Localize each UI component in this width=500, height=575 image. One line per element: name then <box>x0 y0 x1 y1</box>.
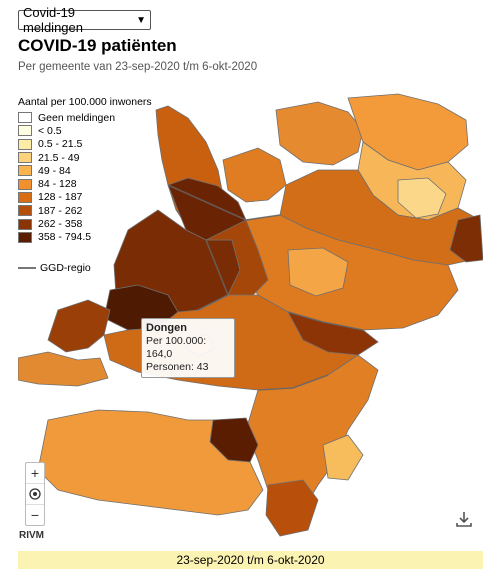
legend-swatch <box>18 138 32 150</box>
legend-item: < 0.5 <box>18 124 152 137</box>
region-zeeuws-vlaanderen[interactable] <box>18 351 109 387</box>
region-overijssel-north[interactable] <box>397 177 447 219</box>
legend-label: 49 - 84 <box>38 164 71 177</box>
legend-ggd-boundary: GGD-regio <box>18 262 152 274</box>
region-veluwe[interactable] <box>287 247 349 297</box>
tooltip-per100k: Per 100.000: 164,0 <box>146 335 207 360</box>
legend-items: Geen meldingen < 0.5 0.5 - 21.5 21.5 - 49 49… <box>18 111 152 244</box>
legend-label: 262 - 358 <box>38 218 83 231</box>
tooltip-persons: Personen: 43 <box>146 361 209 373</box>
legend-swatch <box>18 112 32 124</box>
legend-swatch <box>18 125 32 137</box>
zoom-out-button[interactable]: − <box>26 504 44 525</box>
legend-ggd-label: GGD-regio <box>40 261 91 274</box>
legend-label: < 0.5 <box>38 124 62 137</box>
legend-label: 21.5 - 49 <box>38 151 80 164</box>
legend-swatch <box>18 152 32 164</box>
legend-item: 358 - 794.5 <box>18 231 152 244</box>
region-limburg-mid[interactable] <box>322 434 364 481</box>
legend-item: 49 - 84 <box>18 164 152 177</box>
legend-item: 128 - 187 <box>18 191 152 204</box>
region-zeeland[interactable] <box>47 299 111 353</box>
legend-swatch <box>18 218 32 230</box>
download-button[interactable] <box>455 510 473 528</box>
tooltip-name: Dongen <box>146 322 187 334</box>
boundary-line-swatch <box>18 266 36 269</box>
dataset-select[interactable]: Covid-19 meldingen ▼ <box>18 5 151 35</box>
map-area[interactable] <box>18 90 483 538</box>
dataset-select-value: Covid-19 meldingen <box>23 5 83 35</box>
page-subtitle: Per gemeente van 23-sep-2020 t/m 6-okt-2… <box>18 61 258 73</box>
legend-label: 128 - 187 <box>38 191 83 204</box>
legend-item: Geen meldingen <box>18 111 152 124</box>
legend-swatch <box>18 191 32 203</box>
legend-swatch <box>18 178 32 190</box>
legend-label: 358 - 794.5 <box>38 231 92 244</box>
map-tooltip: Dongen Per 100.000: 164,0 Personen: 43 <box>141 318 235 378</box>
legend-item: 84 - 128 <box>18 177 152 190</box>
legend-label: 187 - 262 <box>38 204 83 217</box>
ggd-region-boundaries <box>167 184 364 391</box>
region-flevoland[interactable] <box>222 147 287 203</box>
legend-title: Aantal per 100.000 inwoners <box>18 96 152 108</box>
chevron-down-icon: ▼ <box>136 14 146 26</box>
locate-button[interactable] <box>26 483 44 504</box>
legend-item: 262 - 358 <box>18 217 152 230</box>
download-icon <box>456 512 472 527</box>
legend-swatch <box>18 165 32 177</box>
zoom-in-button[interactable]: + <box>30 465 40 481</box>
legend-label: 0.5 - 21.5 <box>38 138 83 151</box>
source-label: RIVM <box>19 530 44 541</box>
legend-label: Geen meldingen <box>38 111 116 124</box>
legend-swatch <box>18 205 32 217</box>
region-limburg-south[interactable] <box>265 479 319 537</box>
zoom-controls: + − <box>25 462 45 526</box>
legend-item: 21.5 - 49 <box>18 151 152 164</box>
legend-item: 187 - 262 <box>18 204 152 217</box>
legend-swatch <box>18 231 32 243</box>
page-title: COVID-19 patiënten <box>18 36 177 55</box>
region-friesland[interactable] <box>275 101 364 166</box>
target-icon <box>29 488 41 500</box>
legend-label: 84 - 128 <box>38 178 77 191</box>
date-range-bar: 23-sep-2020 t/m 6-okt-2020 <box>18 551 483 569</box>
region-twente-east[interactable] <box>449 214 483 263</box>
legend-item: 0.5 - 21.5 <box>18 138 152 151</box>
choropleth-map[interactable] <box>18 90 483 538</box>
region-brabant-south[interactable] <box>37 409 264 516</box>
map-legend: Aantal per 100.000 inwoners Geen melding… <box>18 96 152 274</box>
